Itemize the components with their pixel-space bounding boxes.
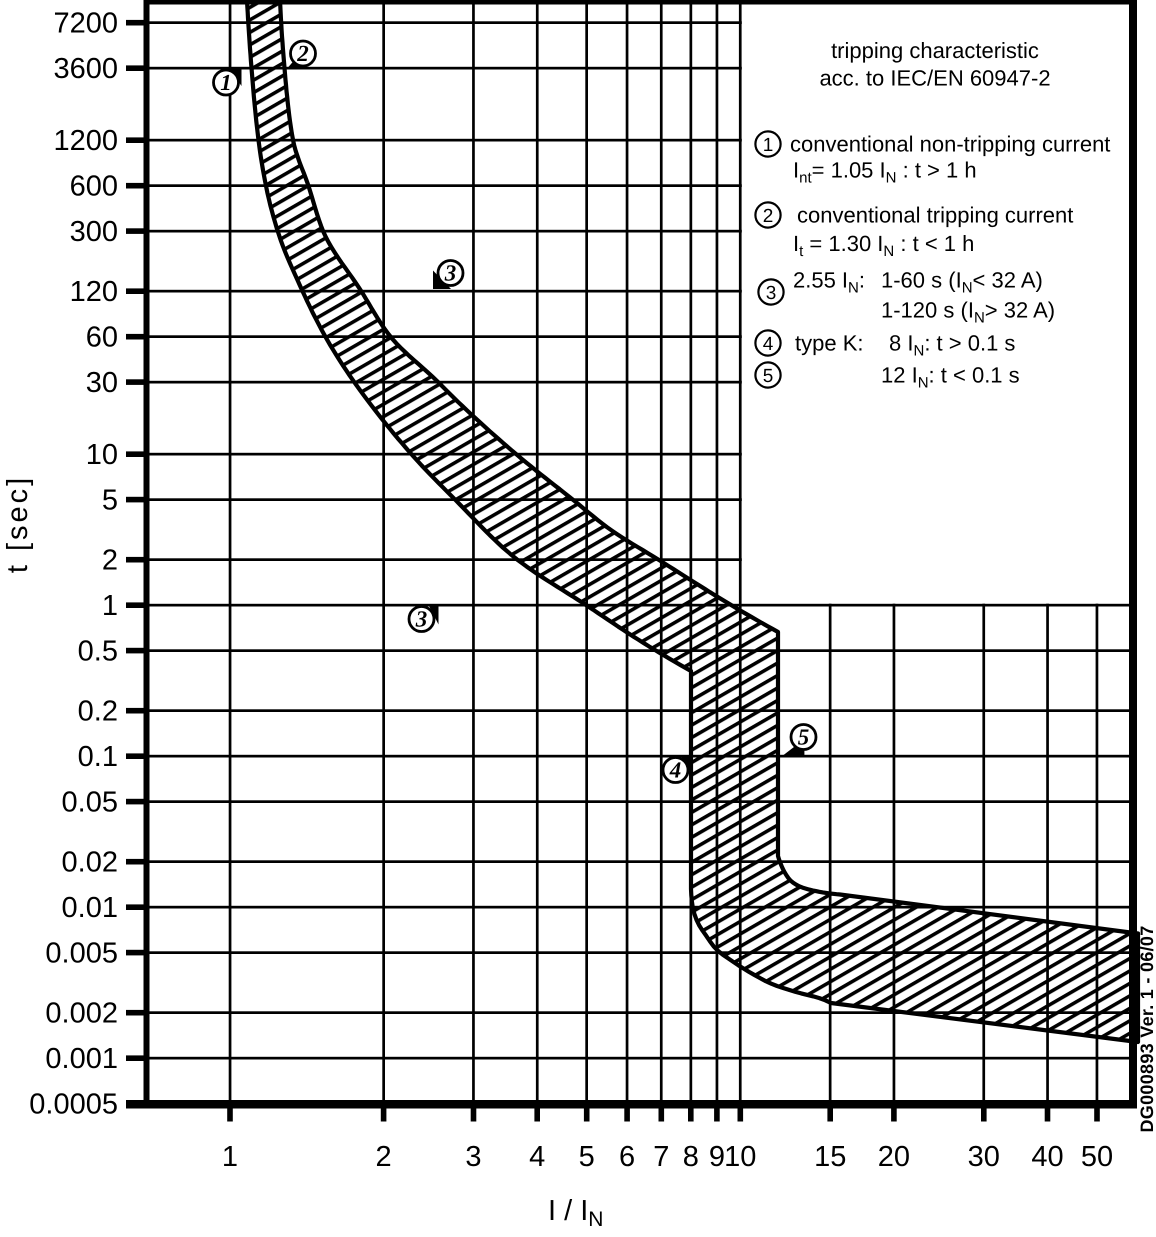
svg-text:10: 10	[724, 1141, 756, 1173]
svg-text:40: 40	[1031, 1141, 1063, 1173]
svg-text:5: 5	[763, 366, 774, 387]
svg-text:20: 20	[878, 1141, 910, 1173]
svg-text:conventional non-tripping curr: conventional non-tripping current	[790, 132, 1110, 157]
svg-text:120: 120	[70, 276, 118, 308]
svg-text:4: 4	[669, 758, 682, 783]
svg-text:9: 9	[709, 1141, 725, 1173]
svg-text:600: 600	[70, 171, 118, 203]
svg-text:300: 300	[70, 216, 118, 248]
svg-text:15: 15	[814, 1141, 846, 1173]
svg-text:3600: 3600	[53, 53, 118, 85]
svg-text:2: 2	[102, 545, 118, 577]
svg-text:0.05: 0.05	[62, 787, 118, 819]
svg-text:1200: 1200	[53, 125, 118, 157]
svg-text:8 IN: t > 0.1 s: 8 IN: t > 0.1 s	[889, 331, 1015, 360]
svg-text:1-120 s (IN> 32 A): 1-120 s (IN> 32 A)	[881, 298, 1055, 327]
svg-text:conventional tripping current: conventional tripping current	[797, 203, 1073, 228]
svg-text:8: 8	[683, 1141, 699, 1173]
svg-text:2: 2	[376, 1141, 392, 1173]
svg-text:60: 60	[86, 322, 118, 354]
svg-text:5: 5	[102, 485, 118, 517]
svg-text:5: 5	[798, 725, 810, 750]
svg-text:acc. to IEC/EN 60947-2: acc. to IEC/EN 60947-2	[819, 66, 1050, 91]
svg-text:0.005: 0.005	[45, 938, 118, 970]
svg-text:DG000893 Ver. 1 - 06/07: DG000893 Ver. 1 - 06/07	[1137, 925, 1156, 1132]
svg-text:1: 1	[763, 135, 774, 156]
svg-text:0.0005: 0.0005	[29, 1089, 118, 1121]
svg-text:0.01: 0.01	[62, 892, 118, 924]
svg-text:10: 10	[86, 439, 118, 471]
svg-text:t [sec]: t [sec]	[2, 475, 34, 573]
svg-text:Int= 1.05 IN : t > 1 h: Int= 1.05 IN : t > 1 h	[793, 158, 977, 187]
svg-text:5: 5	[579, 1141, 595, 1173]
svg-text:3: 3	[415, 607, 428, 632]
svg-text:0.5: 0.5	[78, 636, 118, 668]
svg-text:6: 6	[619, 1141, 635, 1173]
svg-text:1: 1	[220, 70, 232, 95]
svg-text:4: 4	[763, 334, 774, 355]
svg-text:0.2: 0.2	[78, 696, 118, 728]
svg-text:3: 3	[465, 1141, 481, 1173]
svg-text:type K:: type K:	[795, 331, 863, 356]
svg-text:0.02: 0.02	[62, 847, 118, 879]
svg-text:3: 3	[444, 261, 457, 286]
svg-text:2: 2	[296, 41, 309, 66]
svg-text:50: 50	[1081, 1141, 1113, 1173]
svg-text:1: 1	[102, 590, 118, 622]
svg-text:1: 1	[222, 1141, 238, 1173]
svg-text:0.001: 0.001	[45, 1043, 118, 1075]
svg-text:30: 30	[86, 367, 118, 399]
svg-text:0.002: 0.002	[45, 998, 118, 1030]
svg-text:4: 4	[529, 1141, 545, 1173]
svg-text:3: 3	[766, 283, 777, 304]
svg-text:tripping characteristic: tripping characteristic	[831, 38, 1039, 63]
svg-text:2: 2	[763, 206, 774, 227]
svg-text:7: 7	[653, 1141, 669, 1173]
svg-text:12 IN: t < 0.1 s: 12 IN: t < 0.1 s	[881, 363, 1020, 392]
svg-text:7200: 7200	[53, 8, 118, 40]
svg-text:30: 30	[968, 1141, 1000, 1173]
svg-text:0.1: 0.1	[78, 741, 118, 773]
